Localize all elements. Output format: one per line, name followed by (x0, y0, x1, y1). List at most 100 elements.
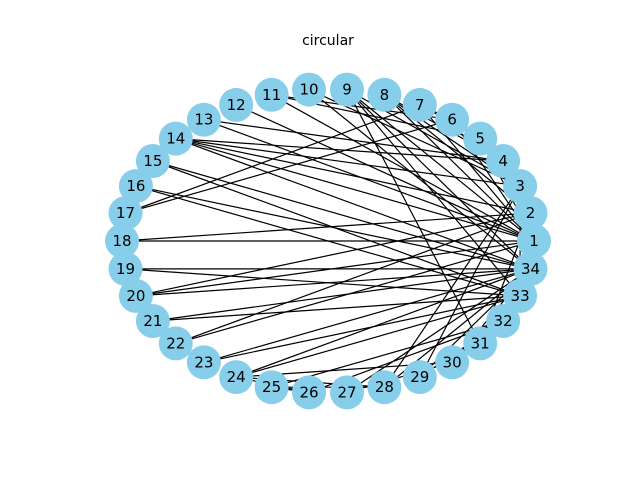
node-label: 16 (126, 177, 145, 195)
node-label: 13 (194, 111, 213, 129)
node-label: 1 (529, 232, 539, 250)
edge-1-13 (203, 119, 535, 242)
edge-6-17 (125, 119, 453, 214)
node-17: 17 (108, 196, 143, 231)
node-1: 1 (517, 224, 551, 258)
nodes-layer: 1234567891011121314151617181920212223242… (105, 72, 551, 410)
node-circle (158, 326, 193, 361)
node-circle (219, 87, 254, 122)
edge-4-14 (175, 138, 504, 162)
node-20: 20 (118, 278, 153, 313)
node-label: 26 (299, 383, 318, 401)
node-circle (292, 375, 326, 410)
node-circle (402, 87, 437, 122)
node-2: 2 (513, 196, 548, 231)
edge-3-14 (175, 138, 521, 187)
node-10: 10 (292, 72, 326, 107)
node-label: 17 (116, 204, 135, 222)
node-label: 24 (227, 368, 246, 386)
node-label: 5 (475, 130, 485, 148)
node-label: 28 (375, 378, 394, 396)
node-circle (513, 251, 548, 286)
node-label: 14 (166, 130, 185, 148)
edge-23-34 (203, 268, 531, 363)
node-circle (486, 304, 521, 338)
edge-21-33 (152, 295, 521, 322)
node-label: 18 (112, 232, 131, 250)
edge-9-34 (346, 89, 531, 270)
node-label: 33 (511, 287, 530, 305)
edge-21-34 (152, 268, 531, 322)
node-label: 9 (342, 81, 352, 99)
node-label: 8 (380, 86, 390, 104)
node-label: 2 (526, 204, 536, 222)
chart-title: circular (302, 33, 354, 49)
node-13: 13 (186, 102, 221, 137)
node-label: 21 (143, 312, 162, 330)
node-27: 27 (330, 375, 364, 410)
node-label: 11 (262, 86, 281, 104)
node-circle (135, 144, 170, 178)
edge-1-22 (175, 240, 535, 344)
edge-2-22 (175, 212, 531, 344)
edge-1-8 (383, 94, 535, 242)
edge-2-20 (135, 212, 531, 297)
node-circle (135, 304, 170, 338)
edge-24-34 (235, 268, 531, 378)
edge-4-13 (203, 119, 504, 162)
node-label: 32 (494, 312, 513, 330)
node-label: 4 (498, 152, 508, 170)
node-29: 29 (402, 360, 437, 395)
node-circle (219, 360, 254, 395)
node-12: 12 (219, 87, 254, 122)
node-circle (402, 360, 437, 395)
node-circle (254, 77, 289, 112)
node-18: 18 (105, 224, 139, 258)
node-19: 19 (108, 251, 143, 286)
edge-2-18 (121, 212, 531, 242)
node-label: 10 (299, 81, 318, 99)
node-label: 20 (126, 287, 145, 305)
node-6: 6 (435, 102, 470, 137)
node-circle (118, 278, 153, 313)
edge-20-34 (135, 268, 531, 297)
node-label: 27 (337, 383, 356, 401)
node-label: 29 (410, 368, 429, 386)
node-circle (254, 370, 289, 405)
edge-2-14 (175, 138, 531, 214)
node-label: 12 (227, 96, 246, 114)
node-label: 3 (515, 177, 525, 195)
node-circle (517, 224, 551, 258)
node-label: 22 (166, 334, 185, 352)
node-label: 34 (521, 260, 540, 278)
edge-1-9 (346, 89, 535, 242)
node-label: 15 (143, 152, 162, 170)
edge-1-12 (235, 104, 535, 242)
node-32: 32 (486, 304, 521, 338)
node-3: 3 (503, 169, 538, 204)
node-circle (108, 251, 143, 286)
edge-24-33 (236, 295, 521, 378)
node-circle (463, 121, 498, 156)
edge-23-33 (203, 295, 521, 363)
node-circle (435, 102, 470, 137)
node-circle (367, 370, 402, 405)
edge-14-34 (175, 138, 531, 270)
node-9: 9 (330, 72, 364, 107)
edge-9-33 (346, 89, 521, 297)
edge-16-34 (135, 185, 531, 270)
edge-15-34 (152, 160, 531, 270)
edge-3-28 (383, 185, 521, 388)
node-25: 25 (254, 370, 289, 405)
node-circle (186, 345, 221, 380)
node-label: 23 (194, 353, 213, 371)
node-circle (105, 224, 139, 258)
node-21: 21 (135, 304, 170, 338)
node-22: 22 (158, 326, 193, 361)
node-circle (463, 326, 498, 361)
node-15: 15 (135, 144, 170, 178)
node-23: 23 (186, 345, 221, 380)
node-circle (503, 169, 538, 204)
node-circle (330, 72, 364, 107)
